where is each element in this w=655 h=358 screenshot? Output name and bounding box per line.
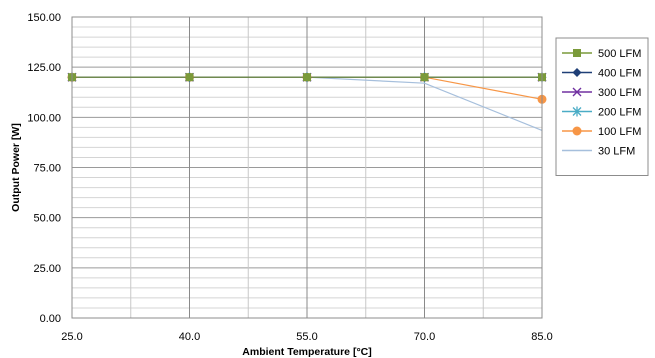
x-tick-label: 40.0 xyxy=(179,331,200,343)
legend-label-30-lfm: 30 LFM xyxy=(598,146,635,158)
legend-label-400-lfm: 400 LFM xyxy=(598,68,641,80)
legend-marker-100-lfm xyxy=(572,126,582,136)
x-tick-label: 85.0 xyxy=(531,331,552,343)
y-tick-label: 100.00 xyxy=(27,112,61,124)
legend-marker-200-lfm xyxy=(572,106,582,117)
data-point-500-lfm xyxy=(185,73,194,82)
legend-label-100-lfm: 100 LFM xyxy=(598,126,641,138)
x-axis-ticks: 25.0 40.0 55.0 70.0 85.0 xyxy=(61,331,552,343)
legend: 500 LFM 400 LFM 300 LFM 200 LFM 100 LFM 30 LF… xyxy=(555,37,649,176)
grid xyxy=(72,17,542,318)
legend-label-500-lfm: 500 LFM xyxy=(598,48,641,60)
plot-area-border xyxy=(71,16,543,319)
y-tick-label: 125.00 xyxy=(27,62,61,74)
y-tick-label: 50.00 xyxy=(33,213,61,225)
data-point-500-lfm xyxy=(303,73,311,82)
y-axis-ticks: 0.00 25.00 50.00 75.00 100.00 125.00 150.00 xyxy=(27,12,61,325)
y-tick-label: 0.00 xyxy=(40,313,61,325)
legend-marker-400-lfm xyxy=(572,68,582,77)
y-axis-title: Output Power [W] xyxy=(10,123,22,212)
y-tick-label: 25.00 xyxy=(33,263,61,275)
y-tick-label: 75.00 xyxy=(33,163,61,175)
x-tick-label: 70.0 xyxy=(414,331,435,343)
legend-label-200-lfm: 200 LFM xyxy=(598,107,641,119)
y-tick-label: 150.00 xyxy=(27,12,61,24)
x-tick-label: 55.0 xyxy=(296,331,317,343)
legend-box xyxy=(555,37,649,176)
data-point-500-lfm xyxy=(420,73,429,82)
legend-label-300-lfm: 300 LFM xyxy=(598,87,641,99)
x-tick-label: 25.0 xyxy=(61,331,82,343)
legend-marker-300-lfm xyxy=(572,87,582,97)
legend-marker-500-lfm xyxy=(573,49,581,57)
x-axis-title: Ambient Temperature [°C] xyxy=(242,346,371,358)
